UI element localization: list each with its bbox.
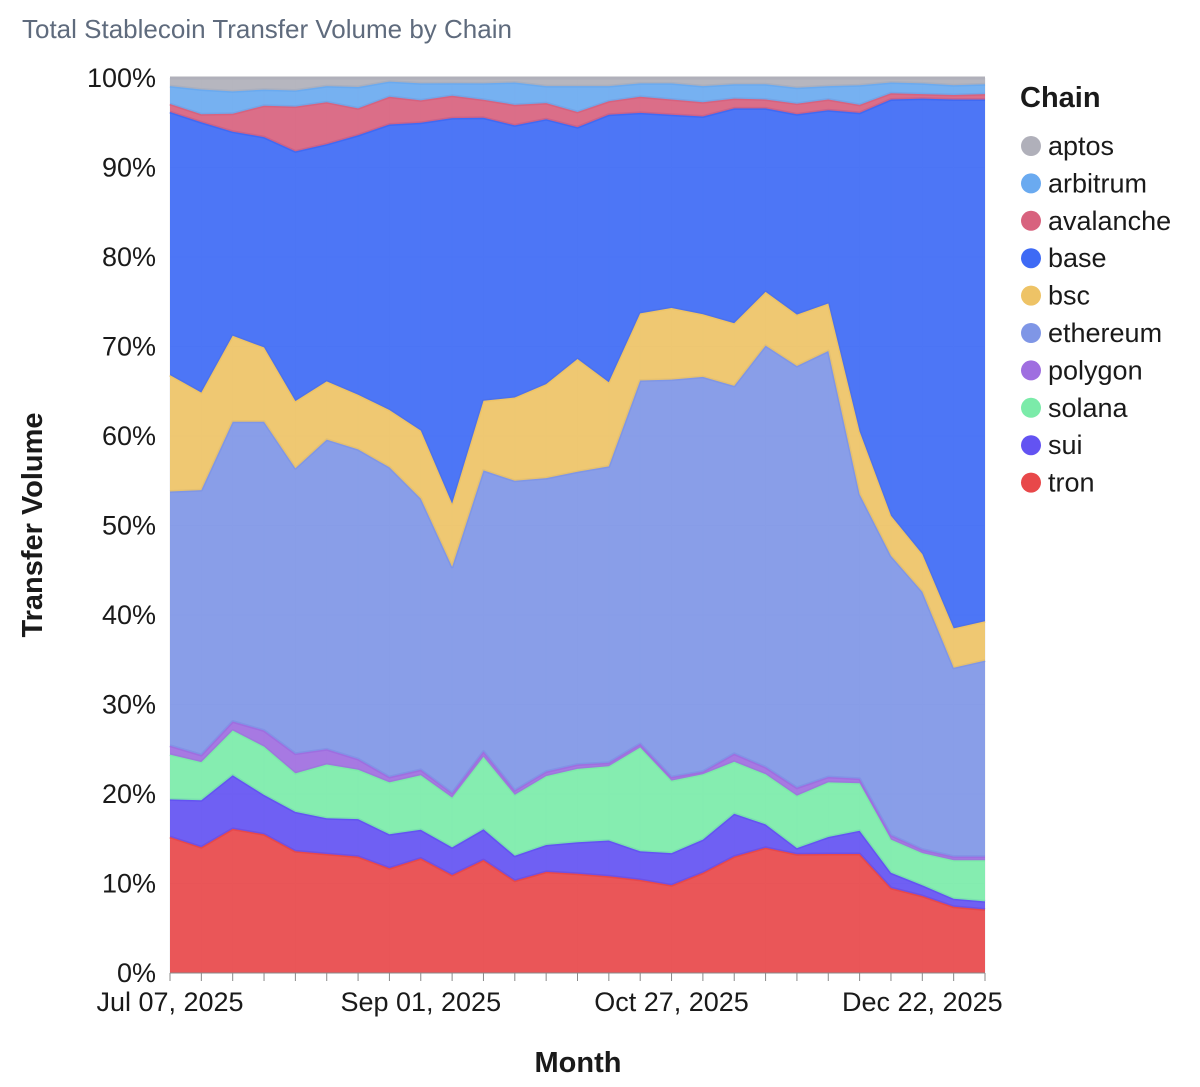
x-tick-label: Oct 27, 2025	[594, 987, 749, 1017]
x-tick-label: Sep 01, 2025	[340, 987, 501, 1017]
chart-title: Total Stablecoin Transfer Volume by Chai…	[22, 14, 512, 44]
legend-item-polygon[interactable]: polygon	[1021, 355, 1143, 385]
y-tick-label: 0%	[117, 958, 156, 988]
legend-label: ethereum	[1048, 318, 1162, 348]
legend-swatch	[1021, 285, 1041, 306]
area-arbitrum	[170, 81, 985, 115]
area-ethereum	[170, 345, 985, 857]
y-tick-label: 20%	[102, 779, 156, 809]
y-axis: 0% 10% 20% 30% 40% 50% 60% 70% 80% 90% 100%	[87, 63, 156, 988]
y-tick-label: 40%	[102, 600, 156, 630]
legend-item-tron[interactable]: tron	[1021, 468, 1095, 498]
y-tick-label: 90%	[102, 153, 156, 183]
legend-item-aptos[interactable]: aptos	[1021, 131, 1114, 161]
y-tick-label: 100%	[87, 63, 156, 93]
area-base	[170, 98, 985, 629]
area-series	[169, 76, 986, 973]
legend-swatch	[1021, 435, 1041, 456]
legend-swatch	[1021, 360, 1041, 381]
y-axis-title: Transfer Volume	[17, 412, 49, 637]
area-tron	[170, 828, 985, 973]
legend-label: avalanche	[1048, 206, 1171, 236]
legend: Chain aptos arbitrum avalanche base bsc ether…	[1020, 82, 1171, 498]
legend-item-sui[interactable]: sui	[1021, 430, 1083, 460]
legend-label: tron	[1048, 468, 1095, 498]
legend-label: bsc	[1048, 281, 1090, 311]
y-tick-label: 10%	[102, 869, 156, 899]
x-tick-label: Jul 07, 2025	[96, 987, 243, 1017]
legend-item-arbitrum[interactable]: arbitrum	[1021, 168, 1147, 198]
area-bsc	[170, 291, 985, 668]
legend-label: base	[1048, 243, 1107, 273]
legend-swatch	[1021, 472, 1041, 493]
legend-label: aptos	[1048, 131, 1114, 161]
legend-label: sui	[1048, 430, 1083, 460]
legend-item-solana[interactable]: solana	[1021, 393, 1129, 423]
legend-swatch	[1021, 323, 1041, 343]
area-solana	[170, 730, 985, 902]
legend-label: arbitrum	[1048, 168, 1147, 198]
area-polygon	[170, 721, 985, 861]
legend-swatch	[1021, 173, 1041, 194]
y-tick-label: 50%	[102, 511, 156, 541]
legend-swatch	[1021, 136, 1041, 156]
y-tick-label: 30%	[102, 690, 156, 720]
y-tick-label: 70%	[102, 332, 156, 362]
legend-item-bsc[interactable]: bsc	[1021, 281, 1090, 311]
x-tick-label: Dec 22, 2025	[842, 987, 1003, 1017]
area-aptos	[170, 78, 985, 92]
x-axis-title: Month	[535, 1047, 622, 1079]
legend-label: polygon	[1048, 355, 1143, 385]
legend-swatch	[1021, 397, 1041, 418]
legend-item-base[interactable]: base	[1021, 243, 1107, 273]
legend-item-ethereum[interactable]: ethereum	[1021, 318, 1162, 348]
legend-swatch	[1021, 248, 1041, 269]
y-tick-label: 80%	[102, 242, 156, 272]
x-axis: Jul 07, 2025 Sep 01, 2025 Oct 27, 2025 Dec …	[96, 972, 1003, 1017]
y-tick-label: 60%	[102, 421, 156, 451]
area-avalanche	[170, 93, 985, 152]
legend-label: solana	[1048, 393, 1129, 423]
legend-title: Chain	[1020, 82, 1101, 114]
legend-item-avalanche[interactable]: avalanche	[1021, 206, 1171, 236]
legend-swatch	[1021, 210, 1041, 231]
